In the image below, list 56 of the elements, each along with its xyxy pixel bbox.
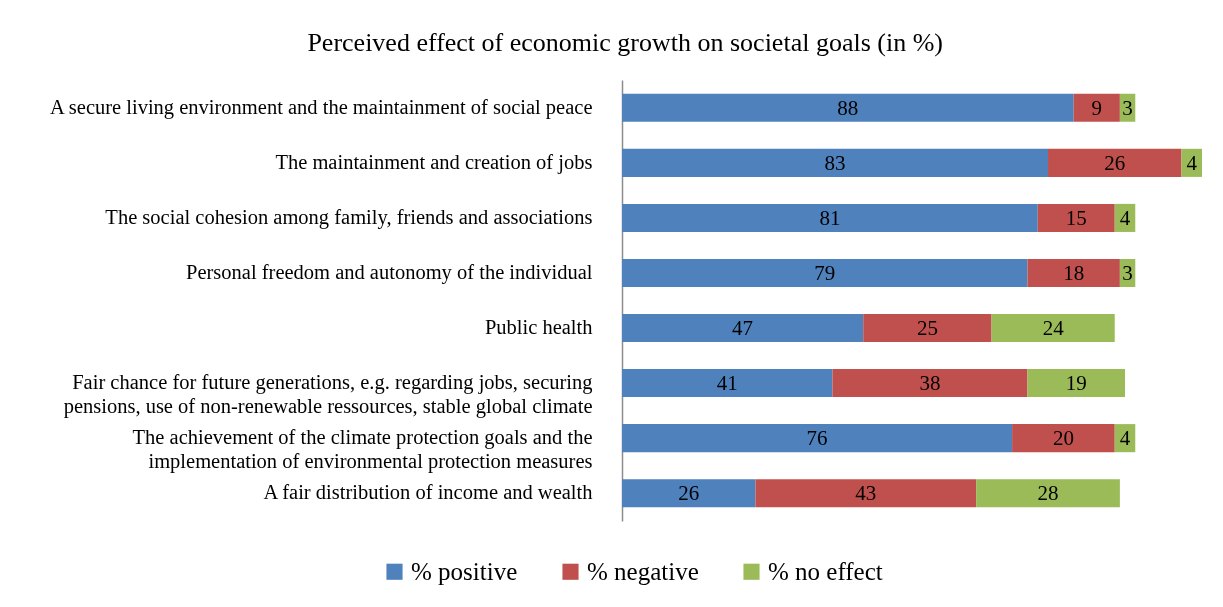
- bar: [1037, 203, 1115, 232]
- legend-label: % negative: [587, 557, 699, 585]
- data-label: 88: [837, 95, 859, 120]
- data-label: 79: [814, 260, 836, 285]
- bar: [1027, 369, 1126, 398]
- data-label: 38: [919, 371, 941, 396]
- data-label: 20: [1052, 426, 1074, 451]
- data-label: 9: [1091, 95, 1103, 120]
- bar: [1012, 424, 1115, 453]
- data-label: 41: [716, 371, 738, 396]
- bar: [1073, 93, 1120, 122]
- y-tick-label: The achievement of the climate protection goals and the implementation of environmental protection measures: [132, 426, 593, 474]
- bar: [622, 424, 1013, 453]
- bar: [622, 313, 864, 343]
- data-label: 26: [1104, 150, 1126, 175]
- data-label: 18: [1063, 260, 1085, 285]
- bar: [1181, 148, 1202, 177]
- data-label: 83: [824, 150, 846, 175]
- data-label: 25: [916, 316, 938, 341]
- legend-label: % no effect: [768, 557, 883, 585]
- data-label: 43: [855, 481, 877, 506]
- data-label: 76: [806, 426, 828, 451]
- chart-title: Perceived effect of economic growth on societal goals (in %): [307, 28, 943, 57]
- data-label: 3: [1122, 260, 1133, 285]
- data-label: 4: [1119, 426, 1131, 451]
- bar: [832, 369, 1028, 398]
- legend-label: % positive: [411, 557, 518, 585]
- data-label: 4: [1186, 150, 1198, 175]
- y-tick-label: A fair distribution of income and wealth: [263, 481, 593, 504]
- bar: [755, 479, 977, 508]
- bar: [622, 148, 1049, 177]
- y-tick-label: Personal freedom and autonomy of the individual: [186, 260, 593, 284]
- bar: [976, 479, 1120, 508]
- bar: [622, 479, 756, 508]
- y-tick-label: The maintainment and creation of jobs: [275, 150, 593, 174]
- data-label: 28: [1037, 481, 1059, 506]
- bar: [1027, 258, 1120, 288]
- y-tick-label: A secure living environment and the maintainment of social peace: [50, 95, 593, 119]
- y-tick-label: Fair chance for future generations, e.g. regarding jobs, securing pensions, use of non-renewable ressources, stable global climate: [63, 371, 593, 419]
- data-label: 4: [1119, 205, 1131, 230]
- y-tick-label: Public health: [484, 316, 593, 339]
- data-label: 81: [819, 205, 841, 230]
- y-tick-label: The social cohesion among family, friends and associations: [105, 205, 593, 229]
- data-label: 19: [1065, 371, 1087, 396]
- data-label: 47: [732, 316, 754, 341]
- data-label: 26: [678, 481, 700, 506]
- bar: [622, 369, 833, 398]
- bar: [622, 258, 1028, 288]
- data-label: 24: [1042, 316, 1065, 341]
- bar: [991, 313, 1115, 343]
- data-label: 15: [1065, 205, 1087, 230]
- bar: [622, 93, 1074, 122]
- bar: [622, 203, 1038, 232]
- data-label: 3: [1122, 95, 1133, 120]
- bar: [1048, 148, 1182, 177]
- bar: [863, 313, 992, 343]
